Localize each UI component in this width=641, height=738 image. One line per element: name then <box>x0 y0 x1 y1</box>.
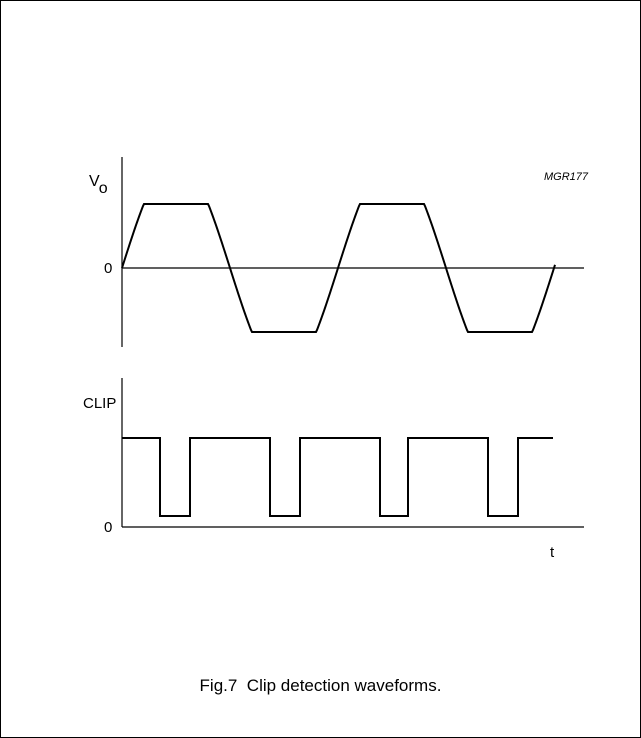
clipped-sine-waveform <box>121 203 556 333</box>
vo-label-main: V <box>89 173 100 190</box>
figure-caption: Fig.7 Clip detection waveforms. <box>199 676 442 695</box>
clip-axis-label: CLIP <box>83 395 116 412</box>
vo-axis-label: Vo <box>89 173 108 197</box>
clip-pulse-waveform <box>122 437 553 517</box>
figure-code: MGR177 <box>544 171 589 183</box>
bottom-zero-label: 0 <box>104 519 112 536</box>
vo-label-sub: o <box>99 180 108 197</box>
top-zero-label: 0 <box>104 260 112 277</box>
time-axis-label: t <box>550 544 555 561</box>
